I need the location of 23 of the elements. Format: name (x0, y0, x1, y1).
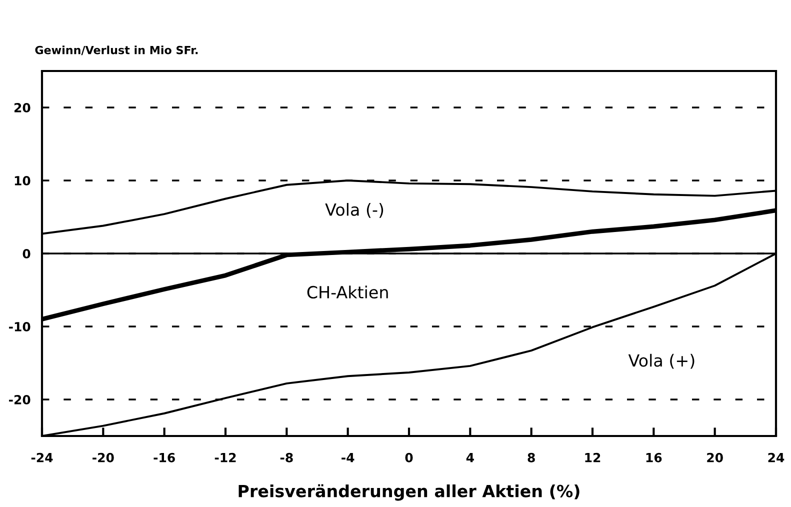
x-tick-label: 0 (405, 452, 413, 462)
x-tick-label: 12 (585, 452, 600, 462)
x-tick-label: -12 (214, 452, 236, 462)
x-tick-label: -24 (31, 452, 53, 462)
x-tick-label: -20 (92, 452, 114, 462)
x-tick-label: 20 (707, 452, 723, 462)
x-tick-label: 24 (768, 452, 784, 462)
x-axis-title: Preisveränderungen aller Aktien (%) (238, 484, 580, 501)
x-tick-label: -16 (154, 452, 175, 462)
y-tick-label: 0 (22, 248, 30, 258)
y-tick-label: 20 (14, 102, 30, 112)
y-axis-title: Gewinn/Verlust in Mio SFr. (35, 46, 198, 56)
y-tick-label: -20 (8, 394, 30, 404)
series-label: CH-Aktien (307, 286, 388, 299)
x-tick-label: 8 (528, 452, 535, 462)
x-tick-label: 16 (646, 452, 662, 462)
text: Vola (+) (628, 354, 694, 369)
x-tick-label: -8 (280, 452, 293, 462)
series-label: Vola (-) (325, 202, 384, 218)
y-tick-label: 10 (14, 176, 30, 186)
x-tick-label: -4 (342, 453, 354, 462)
x-tick-label: 4 (466, 453, 474, 462)
y-tick-label: -10 (8, 322, 30, 332)
